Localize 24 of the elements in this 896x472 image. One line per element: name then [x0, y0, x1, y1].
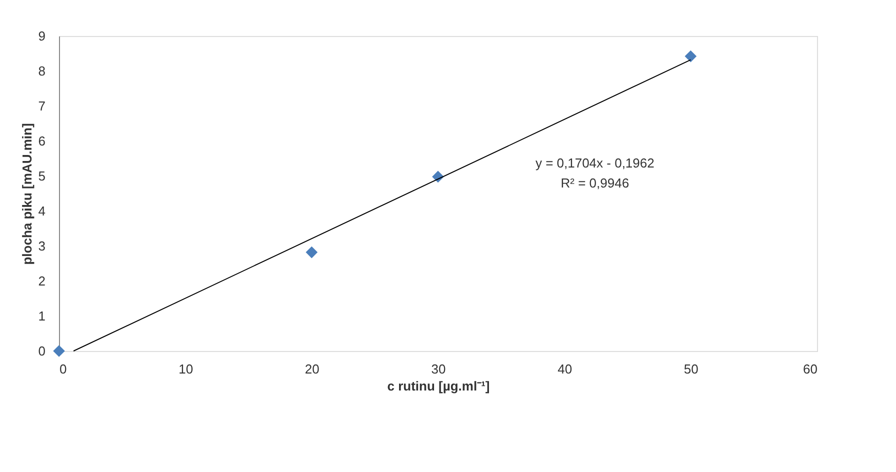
x-tick-label: 0	[60, 362, 67, 376]
point	[684, 50, 697, 62]
x-tick-label: 60	[803, 362, 818, 376]
y-tick-label: 5	[38, 168, 46, 184]
y-tick-label: 7	[38, 98, 46, 114]
x-tick-label: 30	[431, 362, 446, 376]
x-tick-label: 10	[178, 362, 194, 376]
point	[306, 246, 318, 258]
y-tick-label: 3	[38, 238, 46, 254]
x-tick-label: 50	[684, 362, 698, 376]
x-tick-label: 40	[558, 362, 572, 376]
y-tick-label: 6	[38, 134, 46, 148]
annotation: y = 0,1704x - 0,1962	[535, 156, 654, 171]
y-tick-label: 9	[38, 28, 46, 44]
y-axis-title: plocha piku [mAU.min]	[19, 123, 34, 265]
y-tick-label: 8	[38, 64, 46, 78]
y-tick-label: 4	[38, 204, 46, 218]
point	[53, 345, 65, 357]
y-tick-label: 0	[38, 344, 46, 358]
x-tick-label: 20	[304, 362, 320, 376]
y-tick-label: 2	[38, 274, 46, 288]
annotation: R² = 0,9946	[560, 176, 630, 191]
y-tick-label: 1	[38, 308, 46, 324]
x-axis-title: c rutinu [µg.ml⁻¹]	[387, 378, 490, 394]
